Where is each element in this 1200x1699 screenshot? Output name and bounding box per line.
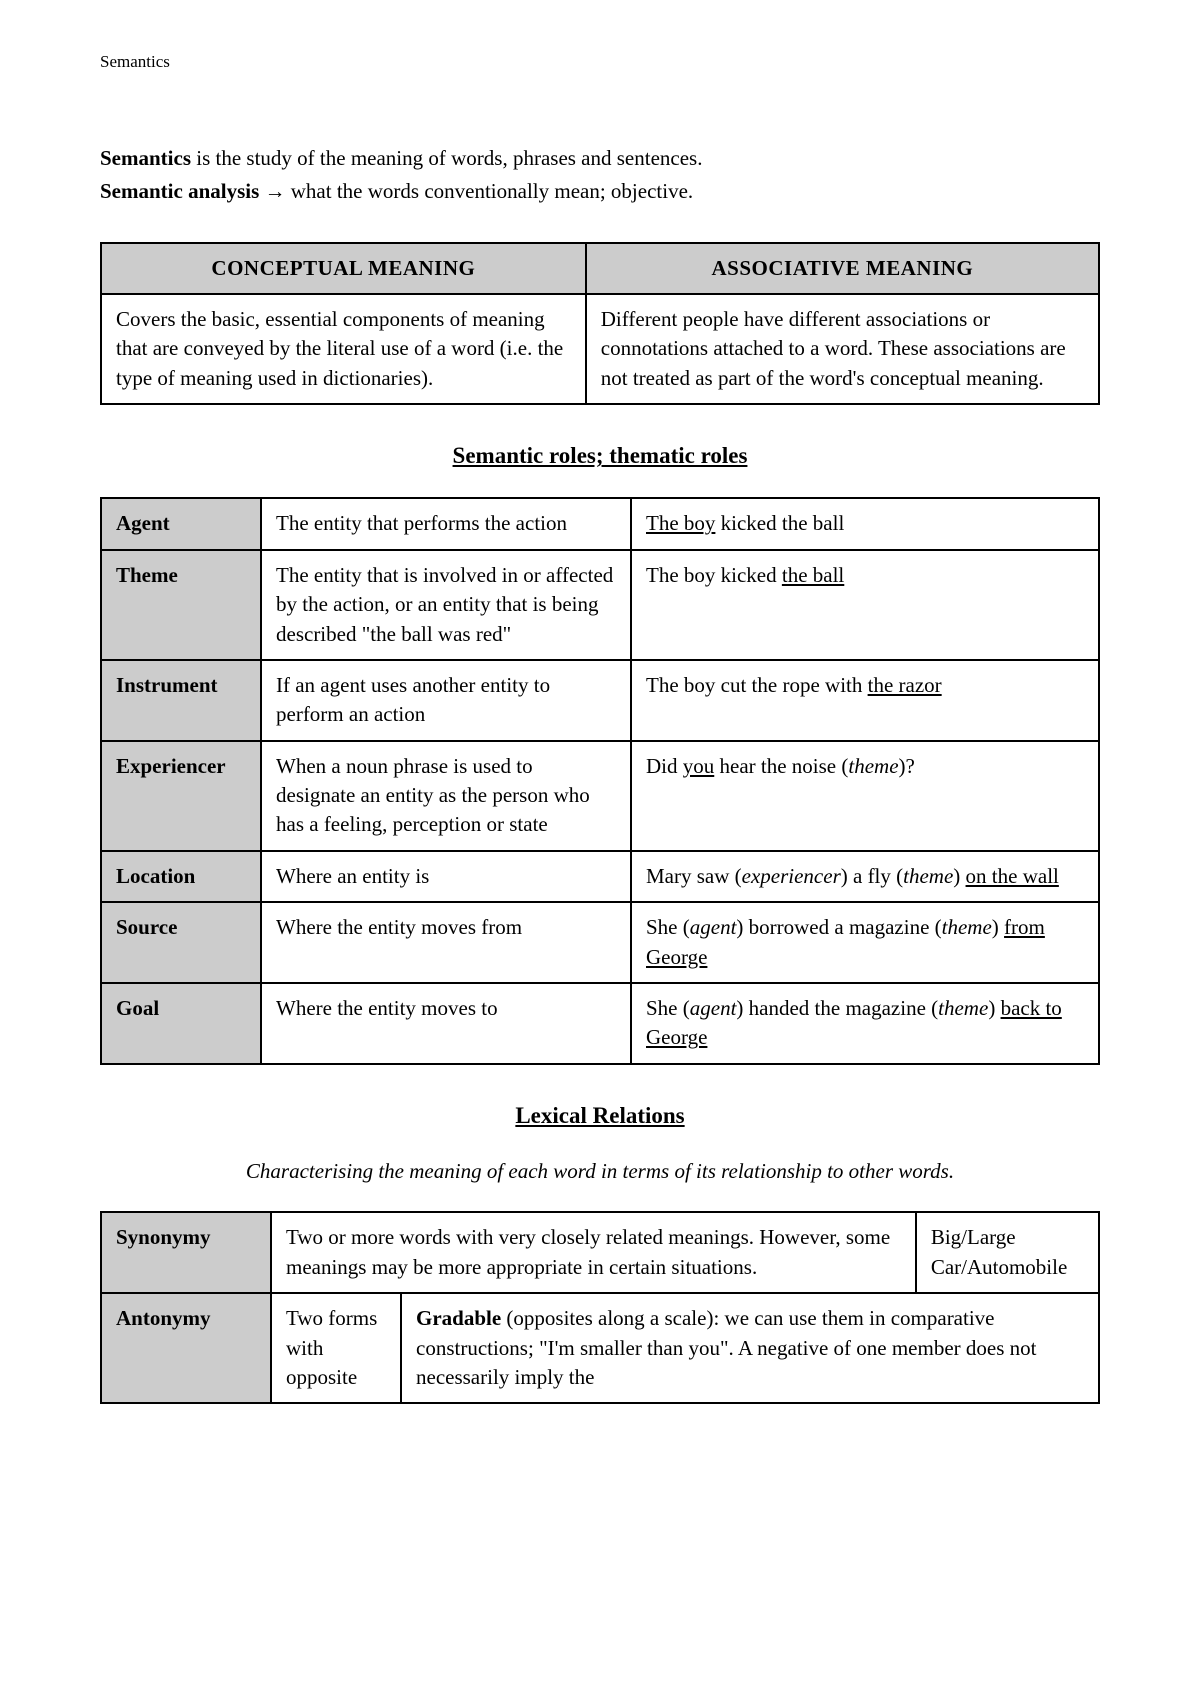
arrow-icon: → <box>265 179 286 203</box>
example-text: The boy cut the rope with <box>646 673 868 697</box>
lex-label-synonymy: Synonymy <box>101 1212 271 1293</box>
example-underline: the razor <box>868 673 942 697</box>
intro-rest-2: what the words conventionally mean; obje… <box>286 179 694 203</box>
example-text: ) <box>988 996 1000 1020</box>
table-row: Source Where the entity moves from She (… <box>101 902 1099 983</box>
semantic-roles-table: Agent The entity that performs the actio… <box>100 497 1100 1064</box>
example-underline: you <box>683 754 715 778</box>
meaning-table: CONCEPTUAL MEANING ASSOCIATIVE MEANING C… <box>100 242 1100 406</box>
table-row: Agent The entity that performs the actio… <box>101 498 1099 549</box>
gradable-bold: Gradable <box>416 1306 501 1330</box>
example-italic: agent <box>690 996 737 1020</box>
intro-section: Semantics is the study of the meaning of… <box>100 144 1100 207</box>
role-desc: The entity that is involved in or affect… <box>261 550 631 660</box>
lex-example-line: Car/Automobile <box>931 1255 1067 1279</box>
example-text: hear the noise ( <box>714 754 848 778</box>
example-text: Mary saw ( <box>646 864 742 888</box>
example-text: ) handed the magazine ( <box>736 996 938 1020</box>
role-desc: The entity that performs the action <box>261 498 631 549</box>
table-row: CONCEPTUAL MEANING ASSOCIATIVE MEANING <box>101 243 1099 294</box>
intro-line-2: Semantic analysis → what the words conve… <box>100 177 1100 206</box>
role-example: Mary saw (experiencer) a fly (theme) on … <box>631 851 1099 902</box>
role-label-source: Source <box>101 902 261 983</box>
example-italic: theme <box>938 996 988 1020</box>
example-italic: theme <box>942 915 992 939</box>
role-label-goal: Goal <box>101 983 261 1064</box>
table-row: Synonymy Two or more words with very clo… <box>101 1212 1099 1293</box>
example-text: )? <box>899 754 915 778</box>
table-row: Goal Where the entity moves to She (agen… <box>101 983 1099 1064</box>
role-desc: Where the entity moves to <box>261 983 631 1064</box>
intro-line-1: Semantics is the study of the meaning of… <box>100 144 1100 173</box>
role-desc: When a noun phrase is used to designate … <box>261 741 631 851</box>
table-row: Location Where an entity is Mary saw (ex… <box>101 851 1099 902</box>
table-row: Experiencer When a noun phrase is used t… <box>101 741 1099 851</box>
role-example: The boy cut the rope with the razor <box>631 660 1099 741</box>
table-row: Covers the basic, essential components o… <box>101 294 1099 404</box>
role-example: She (agent) borrowed a magazine (theme) … <box>631 902 1099 983</box>
example-text: She ( <box>646 915 690 939</box>
example-text: ) a fly ( <box>841 864 903 888</box>
example-text: ) borrowed a magazine ( <box>736 915 941 939</box>
example-underline: the ball <box>782 563 844 587</box>
example-italic: experiencer <box>742 864 841 888</box>
meaning-cell-associative: Different people have different associat… <box>586 294 1099 404</box>
example-text: kicked the ball <box>715 511 844 535</box>
lexical-relations-table: Synonymy Two or more words with very clo… <box>100 1211 1100 1404</box>
header-title: Semantics <box>100 52 170 71</box>
example-text: ) <box>992 915 1004 939</box>
role-label-agent: Agent <box>101 498 261 549</box>
section-subtitle-lexical: Characterising the meaning of each word … <box>100 1157 1100 1186</box>
table-row: Theme The entity that is involved in or … <box>101 550 1099 660</box>
role-label-instrument: Instrument <box>101 660 261 741</box>
meaning-cell-conceptual: Covers the basic, essential components o… <box>101 294 586 404</box>
example-text: ) <box>953 864 965 888</box>
page-header: Semantics <box>100 50 1100 74</box>
role-example: The boy kicked the ball <box>631 550 1099 660</box>
example-italic: agent <box>690 915 737 939</box>
intro-term-2: Semantic analysis <box>100 179 259 203</box>
role-desc: Where the entity moves from <box>261 902 631 983</box>
example-text: The boy kicked <box>646 563 782 587</box>
role-example: She (agent) handed the magazine (theme) … <box>631 983 1099 1064</box>
role-label-experiencer: Experiencer <box>101 741 261 851</box>
example-underline: on the wall <box>966 864 1059 888</box>
lex-example: Big/Large Car/Automobile <box>916 1212 1099 1293</box>
role-example: Did you hear the noise (theme)? <box>631 741 1099 851</box>
intro-term-1: Semantics <box>100 146 191 170</box>
section-title-roles: Semantic roles; thematic roles <box>100 440 1100 472</box>
intro-rest-1: is the study of the meaning of words, ph… <box>191 146 702 170</box>
section-title-lexical: Lexical Relations <box>100 1100 1100 1132</box>
example-text: Did <box>646 754 683 778</box>
meaning-header-associative: ASSOCIATIVE MEANING <box>586 243 1099 294</box>
role-desc: Where an entity is <box>261 851 631 902</box>
example-italic: theme <box>848 754 898 778</box>
lex-example-line: Big/Large <box>931 1225 1016 1249</box>
lex-desc: Two or more words with very closely rela… <box>271 1212 916 1293</box>
table-row: Antonymy Two forms with opposite Gradabl… <box>101 1293 1099 1403</box>
lex-gradable: Gradable (opposites along a scale): we c… <box>401 1293 1099 1403</box>
role-label-theme: Theme <box>101 550 261 660</box>
meaning-header-conceptual: CONCEPTUAL MEANING <box>101 243 586 294</box>
example-text: She ( <box>646 996 690 1020</box>
gradable-rest: (opposites along a scale): we can use th… <box>416 1306 1036 1389</box>
lex-label-antonymy: Antonymy <box>101 1293 271 1403</box>
lex-desc: Two forms with opposite <box>271 1293 401 1403</box>
role-example: The boy kicked the ball <box>631 498 1099 549</box>
example-underline: The boy <box>646 511 715 535</box>
example-italic: theme <box>903 864 953 888</box>
role-label-location: Location <box>101 851 261 902</box>
role-desc: If an agent uses another entity to perfo… <box>261 660 631 741</box>
table-row: Instrument If an agent uses another enti… <box>101 660 1099 741</box>
